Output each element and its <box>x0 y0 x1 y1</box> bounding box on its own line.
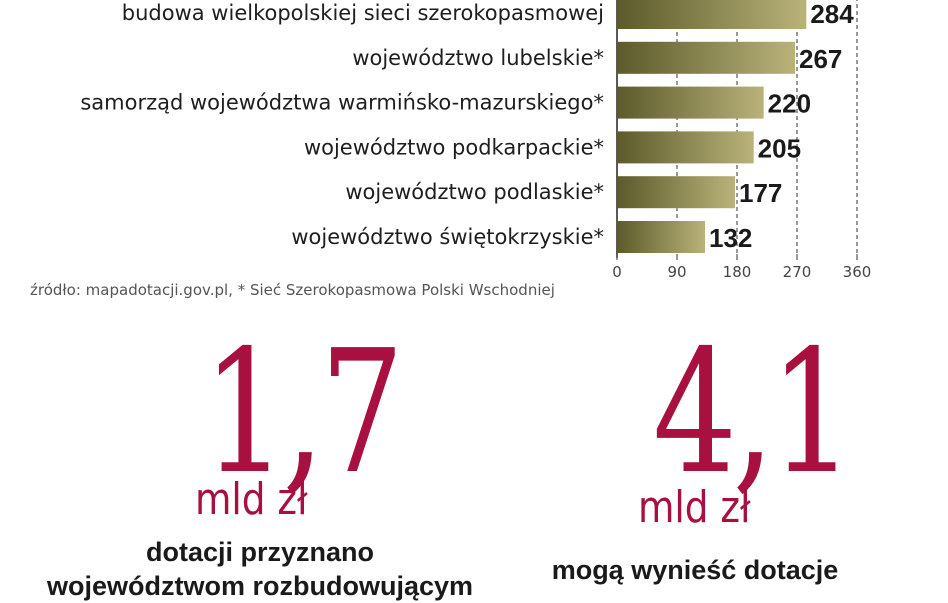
bar <box>617 86 764 119</box>
category-label: województwo podlaskie* <box>345 180 604 204</box>
stat-number-2: 4,1 <box>652 314 855 512</box>
stat-number-1: 1,7 <box>202 314 405 512</box>
stat-desc-2: mogą wynieść dotacje <box>470 553 920 587</box>
category-label: województwo lubelskie* <box>352 46 604 70</box>
bar <box>617 131 754 164</box>
source-note: źródło: mapadotacji.gov.pl, * Sieć Szero… <box>30 281 555 299</box>
stat-desc-1-line1: dotacji przyznano <box>145 537 375 567</box>
bar <box>617 221 705 253</box>
bar <box>617 41 795 74</box>
bar <box>617 176 735 209</box>
x-tick-label: 0 <box>612 263 622 281</box>
x-tick-label: 360 <box>843 263 872 281</box>
grid-lines <box>616 0 858 258</box>
category-label: województwo podkarpackie* <box>304 135 604 159</box>
x-tick-label: 180 <box>723 263 752 281</box>
value-label: 220 <box>768 89 811 119</box>
stat-unit-1: mld zł <box>194 474 308 525</box>
value-label: 177 <box>739 178 782 208</box>
category-label: województwo świętokrzyskie* <box>291 225 604 249</box>
value-label: 132 <box>709 223 752 253</box>
value-label: 284 <box>810 0 854 29</box>
value-label: 205 <box>758 133 801 163</box>
category-label: budowa wielkopolskiej sieci szerokopasmo… <box>122 1 604 25</box>
bars: budowa wielkopolskiej sieci szerokopasmo… <box>80 0 854 253</box>
stat-desc-1-line2: województwom rozbudowującym <box>46 571 473 601</box>
stat-unit-2: mld zł <box>637 482 751 533</box>
x-tick-label: 270 <box>783 263 812 281</box>
bar-chart: budowa wielkopolskiej sieci szerokopasmo… <box>80 0 871 281</box>
stat-desc-2-line1: mogą wynieść dotacje <box>551 555 839 585</box>
value-label: 267 <box>799 44 842 74</box>
x-axis-ticks: 0 90 180 270 360 <box>612 254 871 281</box>
x-tick-label: 90 <box>667 263 686 281</box>
bar <box>617 0 807 29</box>
category-label: samorząd województwa warmińsko-mazurskie… <box>80 91 604 115</box>
